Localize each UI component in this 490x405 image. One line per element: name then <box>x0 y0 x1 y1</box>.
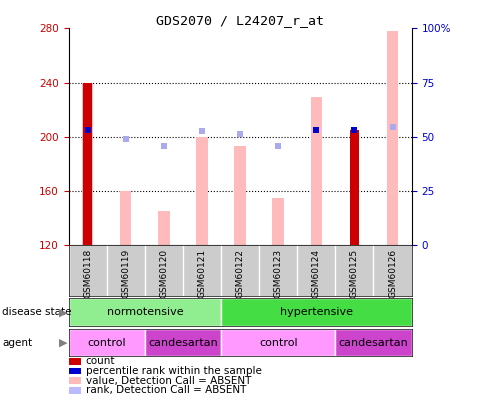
Text: value, Detection Call = ABSENT: value, Detection Call = ABSENT <box>86 376 251 386</box>
Text: GSM60121: GSM60121 <box>197 249 206 298</box>
Text: control: control <box>259 338 297 347</box>
Text: count: count <box>86 356 115 366</box>
Text: GSM60125: GSM60125 <box>350 249 359 298</box>
Text: GSM60118: GSM60118 <box>83 249 92 298</box>
Text: GSM60119: GSM60119 <box>121 249 130 298</box>
Bar <box>145 329 221 356</box>
Bar <box>387 31 398 245</box>
Bar <box>196 136 208 245</box>
Bar <box>69 298 221 326</box>
Bar <box>221 329 335 356</box>
Bar <box>221 298 412 326</box>
Text: rank, Detection Call = ABSENT: rank, Detection Call = ABSENT <box>86 386 246 395</box>
Text: agent: agent <box>2 338 32 347</box>
Bar <box>69 329 145 356</box>
Bar <box>120 191 131 245</box>
Text: GSM60120: GSM60120 <box>159 249 169 298</box>
Bar <box>335 329 412 356</box>
Text: candesartan: candesartan <box>148 338 218 347</box>
Title: GDS2070 / L24207_r_at: GDS2070 / L24207_r_at <box>156 14 324 27</box>
Bar <box>158 211 170 245</box>
Bar <box>234 146 246 245</box>
Bar <box>82 83 94 245</box>
Text: disease state: disease state <box>2 307 72 317</box>
Text: GSM60123: GSM60123 <box>274 249 283 298</box>
Text: normotensive: normotensive <box>106 307 183 317</box>
Text: ▶: ▶ <box>58 338 67 347</box>
Text: GSM60124: GSM60124 <box>312 249 321 298</box>
Text: GSM60126: GSM60126 <box>388 249 397 298</box>
Text: percentile rank within the sample: percentile rank within the sample <box>86 366 262 376</box>
Text: control: control <box>87 338 126 347</box>
Text: candesartan: candesartan <box>339 338 408 347</box>
Bar <box>272 198 284 245</box>
Text: ▶: ▶ <box>58 307 67 317</box>
Bar <box>350 130 359 245</box>
Bar <box>311 98 322 245</box>
Bar <box>83 83 93 245</box>
Text: GSM60122: GSM60122 <box>236 249 245 298</box>
Text: hypertensive: hypertensive <box>280 307 353 317</box>
